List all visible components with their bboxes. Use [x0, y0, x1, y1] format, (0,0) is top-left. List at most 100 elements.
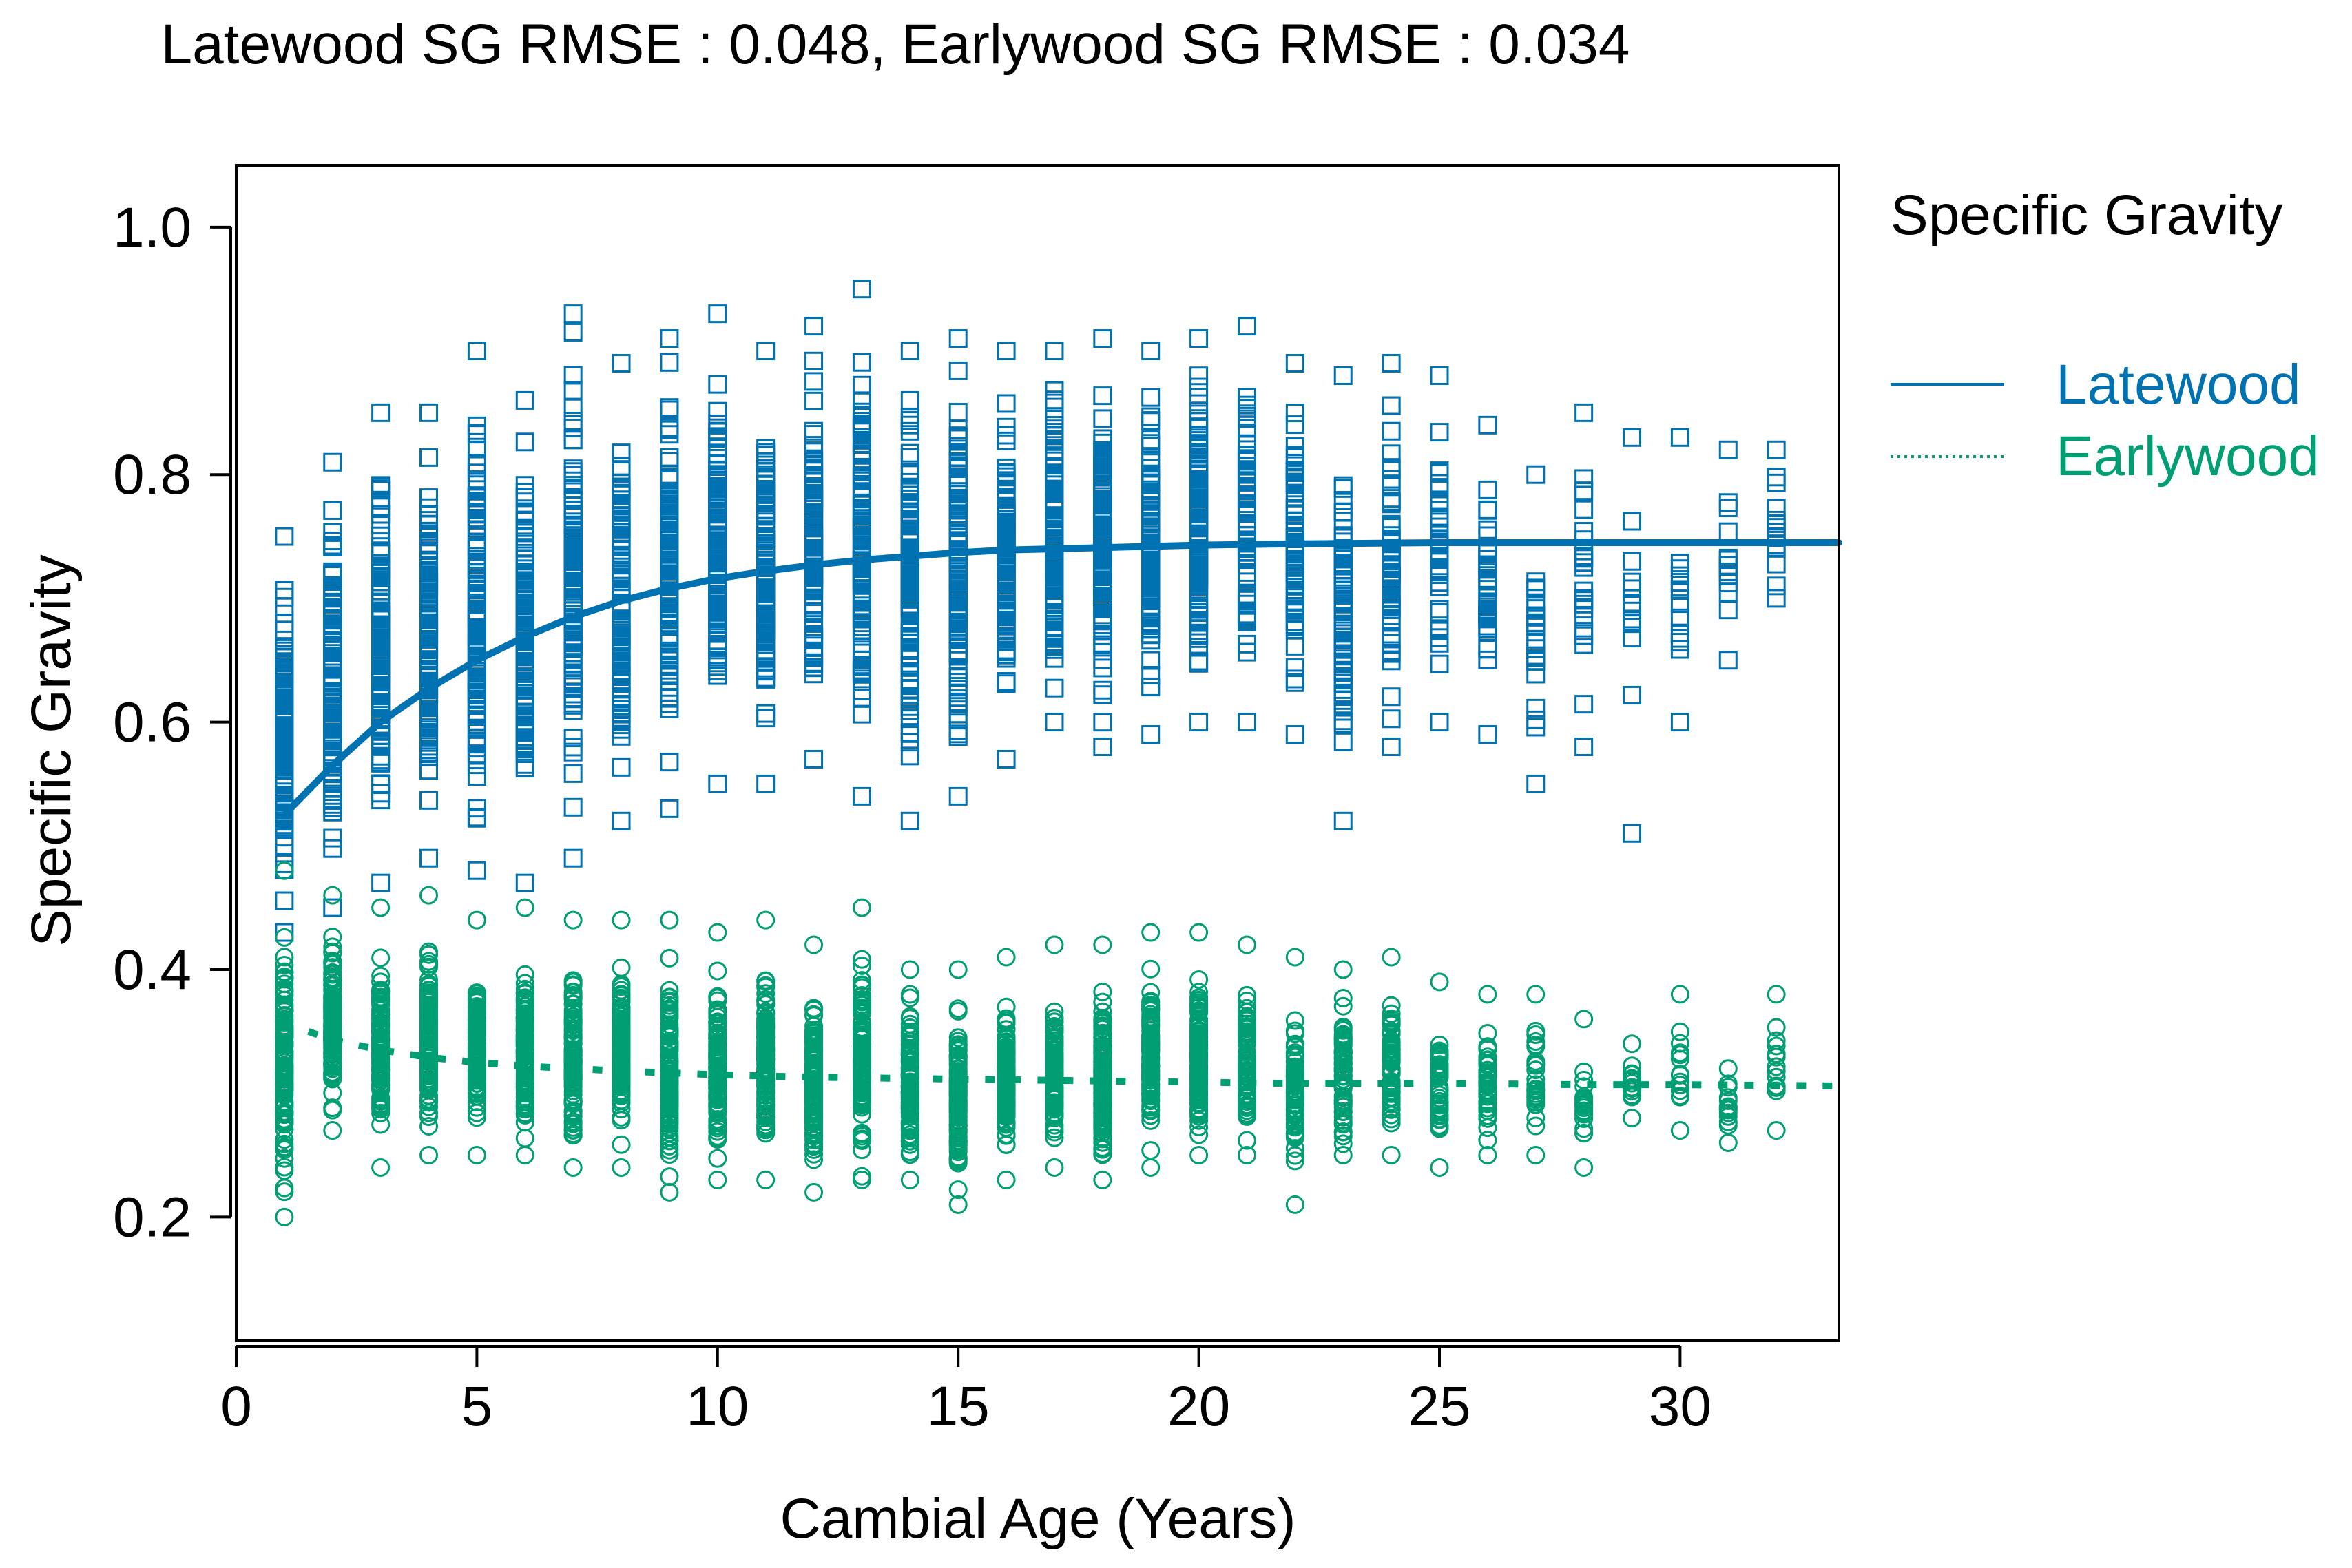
- latewood-point: [708, 468, 727, 488]
- latewood-point: [660, 329, 679, 348]
- earlywood-point: [467, 1108, 486, 1127]
- earlywood-point: [371, 898, 391, 917]
- latewood-point: [323, 828, 342, 848]
- latewood-point: [612, 518, 631, 537]
- earlywood-point: [612, 998, 631, 1017]
- earlywood-point: [563, 994, 583, 1014]
- earlywood-point: [419, 992, 439, 1011]
- latewood-point: [708, 454, 727, 474]
- earlywood-point: [419, 1116, 439, 1136]
- earlywood-point: [323, 971, 342, 990]
- earlywood-point: [323, 1017, 342, 1036]
- earlywood-point: [563, 910, 583, 930]
- earlywood-point: [275, 955, 294, 974]
- latewood-point: [708, 662, 727, 681]
- earlywood-point: [275, 1149, 294, 1168]
- earlywood-point: [467, 1010, 486, 1029]
- earlywood-point: [467, 984, 486, 1003]
- earlywood-point: [612, 958, 631, 977]
- latewood-point: [563, 797, 583, 817]
- earlywood-point: [563, 1118, 583, 1137]
- earlywood-point: [419, 945, 439, 964]
- latewood-point: [708, 624, 727, 643]
- earlywood-point: [275, 974, 294, 994]
- earlywood-point: [371, 1076, 391, 1095]
- earlywood-point: [563, 1112, 583, 1131]
- latewood-point: [708, 401, 727, 421]
- earlywood-point: [515, 965, 534, 984]
- earlywood-point: [467, 991, 486, 1010]
- earlywood-point: [323, 1063, 342, 1083]
- latewood-point: [371, 746, 391, 766]
- earlywood-point: [515, 1097, 534, 1116]
- latewood-point: [419, 515, 439, 534]
- latewood-point: [563, 506, 583, 525]
- latewood-point: [467, 550, 486, 569]
- latewood-point: [467, 755, 486, 775]
- earlywood-point: [371, 1065, 391, 1085]
- latewood-point: [563, 848, 583, 868]
- earlywood-point: [467, 1020, 486, 1039]
- latewood-point: [612, 353, 631, 373]
- earlywood-point: [371, 982, 391, 1001]
- earlywood-point: [275, 1098, 294, 1117]
- latewood-point: [323, 724, 342, 744]
- earlywood-point: [563, 1106, 583, 1125]
- earlywood-point: [660, 991, 679, 1010]
- latewood-point: [467, 463, 486, 483]
- earlywood-point: [612, 1107, 631, 1127]
- earlywood-point: [275, 1130, 294, 1149]
- earlywood-point: [660, 1080, 679, 1099]
- earlywood-point: [275, 1078, 294, 1097]
- latewood-point: [515, 672, 534, 691]
- earlywood-point: [371, 1080, 391, 1100]
- earlywood-point: [467, 1098, 486, 1117]
- latewood-point: [612, 678, 631, 698]
- latewood-point: [515, 550, 534, 569]
- latewood-point: [467, 625, 486, 644]
- latewood-point: [563, 701, 583, 720]
- earlywood-point: [323, 942, 342, 961]
- latewood-point: [515, 758, 534, 777]
- latewood-point: [660, 607, 679, 626]
- latewood-point: [467, 705, 486, 724]
- earlywood-point: [323, 1002, 342, 1021]
- earlywood-point: [660, 1167, 679, 1187]
- earlywood-point: [419, 1037, 439, 1056]
- latewood-point: [323, 770, 342, 789]
- latewood-point: [563, 671, 583, 691]
- earlywood-point: [612, 989, 631, 1008]
- earlywood-point: [467, 1068, 486, 1087]
- earlywood-point: [275, 1109, 294, 1129]
- earlywood-point: [515, 1104, 534, 1123]
- latewood-point: [419, 614, 439, 634]
- earlywood-point: [708, 1130, 727, 1149]
- latewood-point: [467, 492, 486, 512]
- latewood-point: [660, 631, 679, 651]
- latewood-point: [371, 873, 391, 892]
- earlywood-point: [515, 1019, 534, 1038]
- earlywood-point: [275, 1050, 294, 1069]
- latewood-point: [563, 304, 583, 324]
- earlywood-point: [467, 1145, 486, 1164]
- latewood-point: [708, 304, 727, 324]
- earlywood-point: [275, 1104, 294, 1123]
- latewood-point: [371, 567, 391, 586]
- latewood-point: [612, 551, 631, 570]
- latewood-point: [756, 774, 776, 793]
- earlywood-point: [612, 1044, 631, 1063]
- earlywood-point: [612, 1023, 631, 1043]
- latewood-point: [612, 496, 631, 516]
- earlywood-point: [563, 1094, 583, 1113]
- latewood-point: [275, 696, 294, 715]
- earlywood-point: [563, 985, 583, 1005]
- latewood-point: [756, 342, 776, 361]
- earlywood-point: [323, 937, 342, 957]
- latewood-point: [323, 538, 342, 557]
- latewood-point: [467, 611, 486, 631]
- earlywood-point: [323, 997, 342, 1016]
- latewood-point: [563, 398, 583, 417]
- latewood-point: [419, 640, 439, 659]
